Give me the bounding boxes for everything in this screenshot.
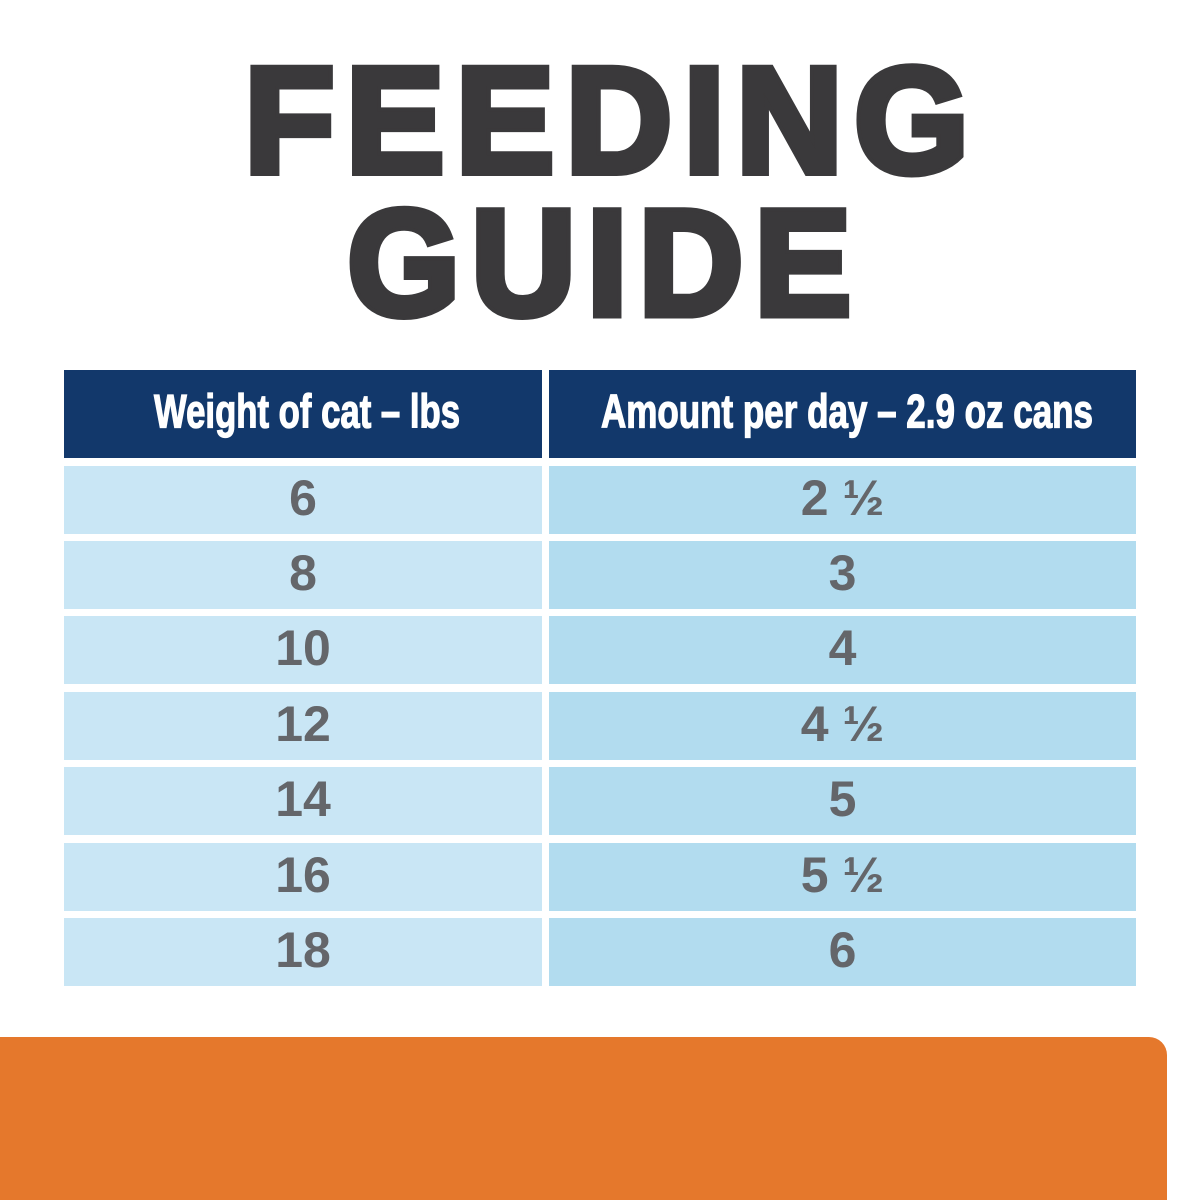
svg-text:Amount per day – 2.9 oz cans: Amount per day – 2.9 oz cans — [601, 385, 1093, 438]
svg-text:FEEDING: FEEDING — [245, 36, 981, 204]
svg-text:GUIDE: GUIDE — [348, 179, 863, 347]
svg-text:Weight of cat – lbs: Weight of cat – lbs — [154, 385, 460, 438]
